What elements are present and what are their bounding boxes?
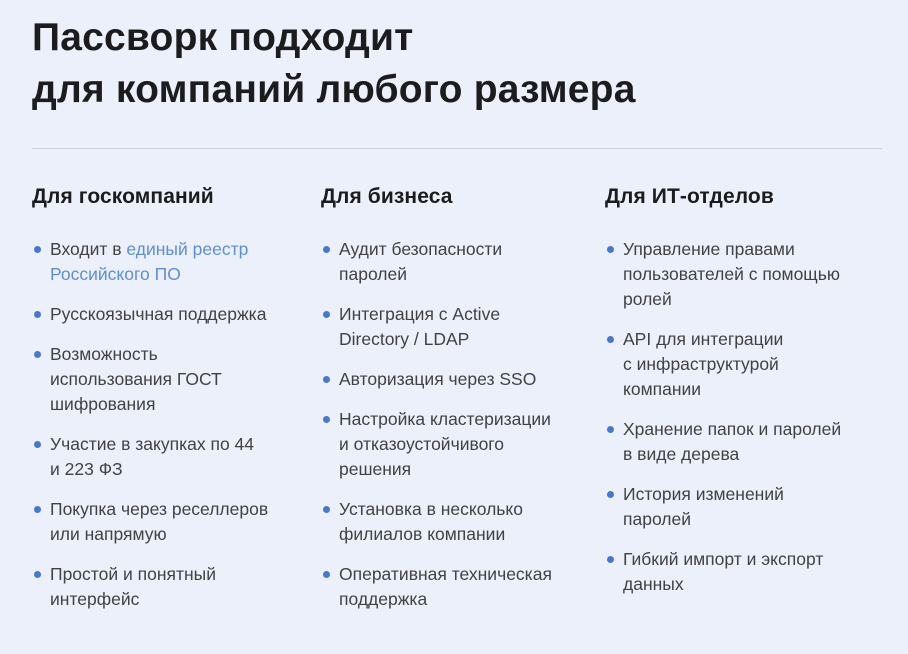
list-item: Аудит безопасности паролей (321, 237, 573, 287)
list-item: API для интеграции с инфраструктурой ком… (605, 327, 845, 402)
list-item: Авторизация через SSO (321, 367, 573, 392)
feature-list: Аудит безопасности паролей Интеграция с … (321, 237, 573, 612)
list-item: Настройка кластеризации и отказоустойчив… (321, 407, 573, 482)
column-gov-companies: Для госкомпаний Входит в единый реестр Р… (32, 183, 289, 627)
features-section: Пассворк подходит для компаний любого ра… (32, 16, 882, 627)
feature-list: Управление правами пользователей с помощ… (605, 237, 845, 597)
list-item-text: Участие в закупках по 44 и 223 ФЗ (50, 434, 255, 479)
list-item: Интеграция с Active Directory / LDAP (321, 302, 573, 352)
list-item-text: Возможность использования ГОСТ шифровани… (50, 344, 222, 414)
column-business: Для бизнеса Аудит безопасности паролей И… (321, 183, 573, 627)
list-item-text: Авторизация через SSO (339, 369, 537, 389)
list-item-text: Входит в (50, 239, 127, 259)
page-title: Пассворк подходит для компаний любого ра… (32, 16, 636, 111)
list-item-text: Аудит безопасности паролей (339, 239, 503, 284)
list-item: Русскоязычная поддержка (32, 302, 289, 327)
bullet-dot-icon (323, 311, 330, 318)
bullet-dot-icon (34, 441, 41, 448)
list-item: Возможность использования ГОСТ шифровани… (32, 342, 289, 417)
bullet-dot-icon (323, 376, 330, 383)
bullet-dot-icon (323, 246, 330, 253)
list-item: Гибкий импорт и экспорт данных (605, 547, 845, 597)
list-item: Простой и понятный интерфейс (32, 562, 289, 612)
list-item-text: Оперативная техническая поддержка (339, 564, 552, 609)
list-item-text: Русскоязычная поддержка (50, 304, 267, 324)
bullet-dot-icon (34, 311, 41, 318)
list-item: Покупка через реселлеров или напрямую (32, 497, 289, 547)
bullet-dot-icon (34, 506, 41, 513)
list-item: Участие в закупках по 44 и 223 ФЗ (32, 432, 289, 482)
list-item: Управление правами пользователей с помощ… (605, 237, 845, 312)
bullet-dot-icon (34, 351, 41, 358)
bullet-dot-icon (323, 506, 330, 513)
bullet-dot-icon (34, 571, 41, 578)
list-item-text: Интеграция с Active Directory / LDAP (339, 304, 501, 349)
bullet-dot-icon (607, 426, 614, 433)
list-item-text: История изменений паролей (623, 484, 784, 529)
registry-link[interactable]: единый реестр Российского ПО (50, 239, 249, 284)
list-item-text: Управление правами пользователей с помощ… (623, 239, 840, 309)
list-item: История изменений паролей (605, 482, 845, 532)
divider (32, 148, 882, 149)
list-item-text: Простой и понятный интерфейс (50, 564, 217, 609)
list-item: Оперативная техническая поддержка (321, 562, 573, 612)
list-item: Входит в единый реестр Российского ПО (32, 237, 289, 287)
bullet-dot-icon (323, 416, 330, 423)
column-heading: Для бизнеса (321, 185, 453, 208)
list-item: Установка в несколько филиалов компании (321, 497, 573, 547)
bullet-dot-icon (607, 556, 614, 563)
feature-list: Входит в единый реестр Российского ПО Ру… (32, 237, 289, 612)
list-item-text: Покупка через реселлеров или напрямую (50, 499, 269, 544)
list-item-text: API для интеграции с инфраструктурой ком… (623, 329, 784, 399)
bullet-dot-icon (607, 336, 614, 343)
feature-columns: Для госкомпаний Входит в единый реестр Р… (32, 183, 876, 627)
bullet-dot-icon (607, 246, 614, 253)
list-item-text: Гибкий импорт и экспорт данных (623, 549, 824, 594)
column-heading: Для госкомпаний (32, 185, 214, 208)
bullet-dot-icon (34, 246, 41, 253)
list-item-text: Установка в несколько филиалов компании (339, 499, 523, 544)
list-item-text: Настройка кластеризации и отказоустойчив… (339, 409, 551, 479)
bullet-dot-icon (607, 491, 614, 498)
bullet-dot-icon (323, 571, 330, 578)
column-it-departments: Для ИТ-отделов Управление правами пользо… (605, 183, 845, 627)
list-item-text: Хранение папок и паролей в виде дерева (623, 419, 842, 464)
list-item: Хранение папок и паролей в виде дерева (605, 417, 845, 467)
column-heading: Для ИТ-отделов (605, 185, 774, 208)
